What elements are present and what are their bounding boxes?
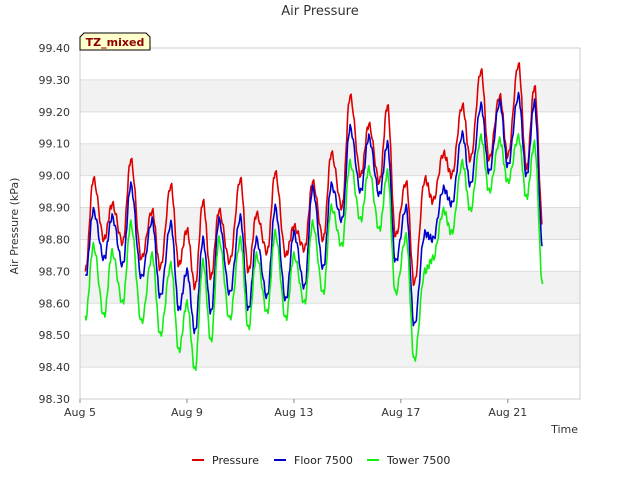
y-tick-label: 98.40: [39, 361, 71, 374]
legend-label: Pressure: [212, 454, 259, 467]
legend-label: Floor 7500: [294, 454, 353, 467]
grid-band: [80, 335, 580, 368]
legend: Pressure Floor 7500 Tower 7500: [192, 454, 450, 467]
y-tick-label: 98.90: [39, 202, 71, 215]
series-line-floor-7500: [84, 91, 544, 335]
series-line-pressure: [84, 62, 543, 291]
y-axis-title: Air Pressure (kPa): [8, 178, 21, 275]
x-axis-title: Time: [550, 423, 578, 436]
tz-badge: TZ_mixed: [79, 32, 151, 51]
tz-badge-box: [79, 32, 151, 51]
grid-band: [80, 79, 580, 112]
chart-title: Air Pressure: [281, 4, 359, 19]
x-axis-ticks: Aug 5 Aug 9 Aug 13 Aug 17 Aug 21: [64, 399, 527, 419]
y-tick-label: 98.80: [39, 233, 71, 246]
series-line-tower-7500: [84, 133, 544, 372]
plot-area: [79, 47, 581, 400]
y-tick-label: 98.60: [39, 297, 71, 310]
x-tick-label: Aug 9: [171, 406, 203, 419]
tz-badge-text: TZ_mixed: [86, 36, 145, 49]
x-tick-label: Aug 5: [64, 406, 96, 419]
x-tick-label: Aug 17: [381, 406, 420, 419]
y-tick-label: 99.00: [39, 170, 71, 183]
legend-label: Tower 7500: [386, 454, 450, 467]
x-tick-label: Aug 21: [488, 406, 527, 419]
x-tick-label: Aug 13: [274, 406, 313, 419]
y-tick-label: 99.20: [39, 106, 71, 119]
y-tick-label: 99.10: [39, 138, 71, 151]
y-tick-label: 98.50: [39, 329, 71, 342]
y-axis-ticks: 98.30 98.40 98.50 98.60 98.70 98.80 98.90 99.00…: [39, 42, 71, 406]
y-tick-label: 98.30: [39, 393, 71, 406]
y-tick-label: 99.30: [39, 74, 71, 87]
series-lines: [84, 62, 544, 372]
y-tick-label: 99.40: [39, 42, 71, 55]
y-tick-label: 98.70: [39, 265, 71, 278]
